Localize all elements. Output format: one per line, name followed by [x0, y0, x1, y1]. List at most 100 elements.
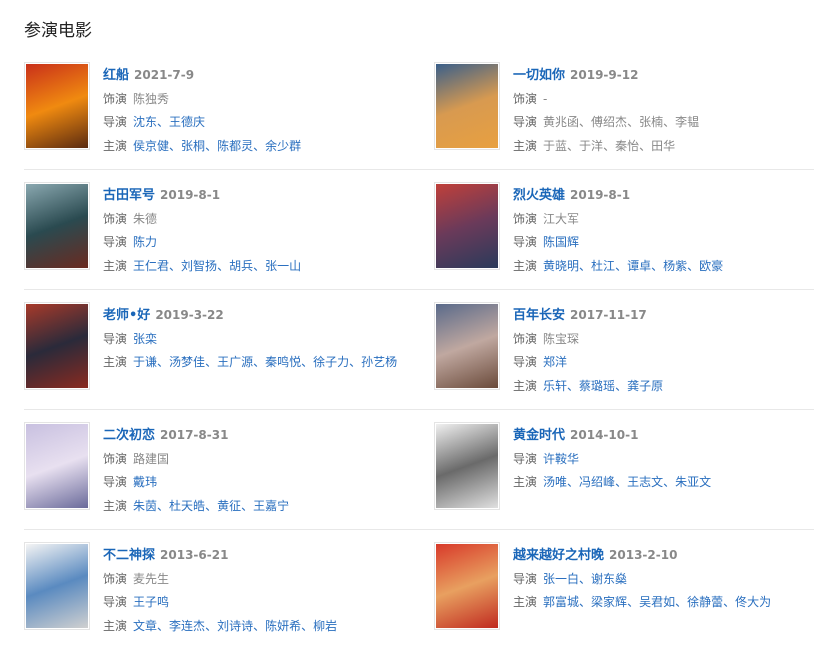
separator: 、	[169, 258, 182, 273]
cast-name-link[interactable]: 王志文	[627, 475, 664, 489]
movie-title-link[interactable]: 一切如你	[513, 68, 566, 83]
cast-name-link[interactable]: 龚子原	[627, 378, 664, 393]
cast-name-link[interactable]: 胡兵	[229, 258, 254, 273]
movie-poster[interactable]	[434, 302, 500, 390]
separator: 、	[639, 138, 652, 153]
cast-name-link[interactable]: 杜江	[591, 258, 616, 273]
director-name-link[interactable]: 张栾	[133, 331, 158, 346]
cast-name-link[interactable]: 张一山	[265, 258, 302, 273]
cast-name-link[interactable]: 汤梦佳	[169, 355, 206, 369]
cast-name-link[interactable]: 欧豪	[699, 258, 724, 273]
cast-name-link[interactable]: 佟大为	[735, 595, 772, 609]
director-line: 导演 沈东、王德庆	[103, 111, 301, 135]
cast-name-link[interactable]: 孙艺杨	[361, 355, 398, 369]
movie-title-link[interactable]: 越来越好之村晚	[513, 548, 605, 563]
cast-name-link[interactable]: 徐静蕾	[687, 595, 724, 609]
cast-name-link[interactable]: 秦鸣悦	[265, 355, 302, 369]
cast-name-link[interactable]: 朱亚文	[675, 475, 712, 489]
movie-title-link[interactable]: 老师•好	[103, 308, 151, 323]
cast-name-link[interactable]: 王嘉宁	[253, 498, 290, 513]
cast-name-link[interactable]: 黄征	[217, 498, 242, 513]
movie-poster[interactable]	[24, 62, 90, 150]
cast-name-link[interactable]: 李连杰	[169, 618, 206, 633]
release-date: 2017-8-31	[160, 428, 229, 442]
cast-name-link[interactable]: 杜天皓	[169, 498, 206, 513]
cast-name-link[interactable]: 王广源	[217, 355, 254, 369]
separator: 、	[217, 258, 230, 273]
cast-name-link[interactable]: 朱茵	[133, 498, 158, 513]
release-date: 2019-9-12	[570, 68, 639, 82]
cast-name-link[interactable]: 王仁君	[133, 258, 170, 273]
separator: 、	[205, 618, 218, 633]
release-date: 2021-7-9	[134, 68, 195, 82]
poster-image	[436, 304, 498, 388]
cast-name-link[interactable]: 蔡璐瑶	[579, 378, 616, 393]
separator: 、	[205, 355, 218, 369]
cast-label: 主演	[103, 618, 128, 633]
movie-title-link[interactable]: 百年长安	[513, 308, 566, 323]
cast-name-link[interactable]: 刘智扬	[181, 258, 218, 273]
director-name-link[interactable]: 许鞍华	[543, 451, 580, 466]
movie-poster[interactable]	[24, 542, 90, 630]
cast-label: 主演	[513, 138, 538, 153]
cast-name-link[interactable]: 侯京健	[133, 138, 170, 153]
director-name-link[interactable]: 郑洋	[543, 355, 568, 369]
cast-name-link[interactable]: 谭卓	[627, 258, 652, 273]
cast-name-link[interactable]: 冯绍峰	[579, 475, 616, 489]
role-name: 陈独秀	[133, 91, 170, 106]
movie-title-link[interactable]: 古田军号	[103, 188, 156, 203]
movie-poster[interactable]	[434, 422, 500, 510]
movie-poster[interactable]	[434, 542, 500, 630]
movie-poster[interactable]	[434, 182, 500, 270]
movie-poster[interactable]	[434, 62, 500, 150]
director-name-link[interactable]: 张一白	[543, 571, 580, 586]
cast-name-link[interactable]: 柳岩	[313, 618, 338, 633]
cast-name-link[interactable]: 刘诗诗	[217, 618, 254, 633]
director-name-link[interactable]: 谢东燊	[591, 571, 628, 586]
cast-name-link[interactable]: 杨紫	[663, 258, 688, 273]
movie-title-link[interactable]: 不二神探	[103, 548, 156, 563]
poster-image	[26, 64, 88, 148]
director-name-link[interactable]: 王子鸣	[133, 595, 170, 609]
movie-item: 一切如你 2019-9-12 饰演 - 导演 黄兆函、傅绍杰、张楠、李韫 主演 于蓝、于洋、秦…	[434, 50, 814, 170]
cast-name-link[interactable]: 陈妍希	[265, 618, 302, 633]
role-label: 饰演	[103, 571, 128, 586]
cast-name-link[interactable]: 文章	[133, 618, 158, 633]
role-name: -	[543, 91, 548, 106]
cast-name-link[interactable]: 汤唯	[543, 475, 568, 489]
movie-title-link[interactable]: 二次初恋	[103, 428, 156, 443]
title-line: 烈火英雄 2019-8-1	[513, 184, 723, 208]
cast-line: 主演 王仁君、刘智扬、胡兵、张一山	[103, 255, 301, 279]
director-name-link[interactable]: 戴玮	[133, 475, 158, 489]
movie-poster[interactable]	[24, 302, 90, 390]
cast-name-link[interactable]: 梁家辉	[591, 595, 628, 609]
cast-name-link[interactable]: 张桐	[181, 138, 206, 153]
release-date: 2017-11-17	[570, 308, 647, 322]
cast-name-link[interactable]: 徐子力	[313, 355, 350, 369]
director-name-link[interactable]: 沈东	[133, 115, 158, 129]
cast-name-link[interactable]: 吴君如	[639, 595, 676, 609]
separator: 、	[157, 618, 170, 633]
cast-name-link[interactable]: 陈都灵	[217, 138, 254, 153]
title-line: 一切如你 2019-9-12	[513, 64, 699, 88]
director-name-link[interactable]: 王德庆	[169, 115, 206, 129]
movie-title-link[interactable]: 红船	[103, 68, 130, 83]
director-line: 导演 黄兆函、傅绍杰、张楠、李韫	[513, 111, 699, 135]
director-name-link[interactable]: 陈力	[133, 235, 158, 249]
cast-name-link[interactable]: 郭富城	[543, 595, 580, 609]
cast-label: 主演	[513, 475, 538, 489]
movie-title-link[interactable]: 黄金时代	[513, 428, 566, 443]
director-label: 导演	[513, 235, 538, 249]
title-line: 百年长安 2017-11-17	[513, 304, 663, 328]
cast-name-link[interactable]: 乐轩	[543, 378, 568, 393]
movie-poster[interactable]	[24, 182, 90, 270]
movie-title-link[interactable]: 烈火英雄	[513, 188, 566, 203]
cast-name-link[interactable]: 余少群	[265, 138, 302, 153]
cast-name-link[interactable]: 黄晓明	[543, 258, 580, 273]
director-name-link[interactable]: 陈国辉	[543, 235, 580, 249]
movie-item: 黄金时代 2014-10-1 导演 许鞍华 主演 汤唯、冯绍峰、王志文、朱亚文	[434, 410, 814, 530]
cast-name-link: 秦怡	[615, 138, 640, 153]
cast-name-link[interactable]: 于谦	[133, 355, 158, 369]
separator: 、	[627, 115, 640, 129]
movie-poster[interactable]	[24, 422, 90, 510]
